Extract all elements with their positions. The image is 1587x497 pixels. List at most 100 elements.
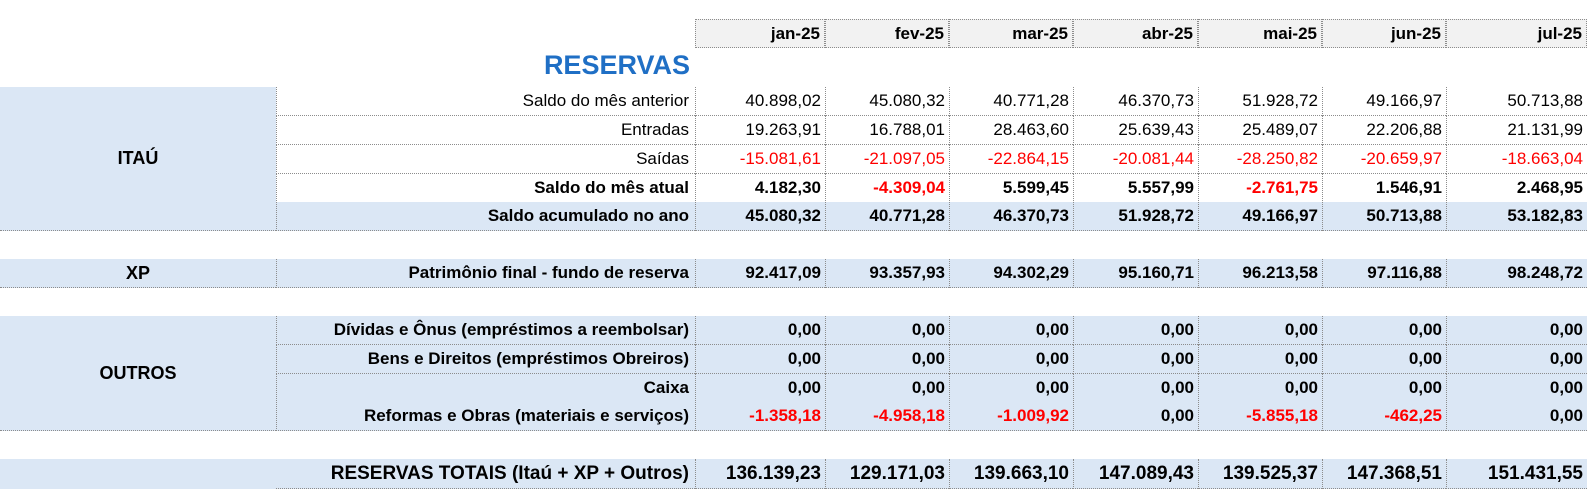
value-cell[interactable]: -21.097,05: [825, 145, 949, 174]
row-label[interactable]: Dívidas e Ônus (empréstimos a reembolsar…: [276, 316, 695, 345]
value-cell[interactable]: 1.546,91: [1322, 174, 1446, 203]
value-cell[interactable]: 92.417,09: [695, 259, 825, 288]
value-cell[interactable]: -4.309,04: [825, 174, 949, 203]
page-title: RESERVAS: [543, 50, 690, 80]
total-label[interactable]: RESERVAS TOTAIS (Itaú + XP + Outros): [276, 459, 695, 489]
row-label[interactable]: Saldo do mês atual: [276, 174, 695, 203]
value-cell[interactable]: 16.788,01: [825, 116, 949, 145]
value-cell[interactable]: 25.489,07: [1198, 116, 1322, 145]
value-cell[interactable]: -4.958,18: [825, 402, 949, 431]
value-cell[interactable]: -2.761,75: [1198, 174, 1322, 203]
row-label[interactable]: Saldo do mês anterior: [276, 87, 695, 116]
value-cell[interactable]: 19.263,91: [695, 116, 825, 145]
month-header[interactable]: jul-25: [1446, 19, 1587, 48]
group-label-outros: OUTROS: [0, 316, 276, 431]
value-cell[interactable]: -20.659,97: [1322, 145, 1446, 174]
row-label[interactable]: Caixa: [276, 374, 695, 403]
value-cell[interactable]: 22.206,88: [1322, 116, 1446, 145]
row-label[interactable]: Reformas e Obras (materiais e serviços): [276, 402, 695, 431]
value-cell[interactable]: 0,00: [695, 345, 825, 374]
value-cell[interactable]: 0,00: [1446, 374, 1587, 403]
total-value-cell[interactable]: 147.089,43: [1073, 459, 1198, 489]
value-cell[interactable]: -18.663,04: [1446, 145, 1587, 174]
value-cell[interactable]: 0,00: [1322, 345, 1446, 374]
value-cell[interactable]: 98.248,72: [1446, 259, 1587, 288]
total-value-cell[interactable]: 139.663,10: [949, 459, 1073, 489]
value-cell[interactable]: -462,25: [1322, 402, 1446, 431]
value-cell[interactable]: 0,00: [825, 316, 949, 345]
value-cell[interactable]: 94.302,29: [949, 259, 1073, 288]
value-cell[interactable]: 25.639,43: [1073, 116, 1198, 145]
value-cell[interactable]: -22.864,15: [949, 145, 1073, 174]
month-header[interactable]: abr-25: [1073, 19, 1198, 48]
value-cell[interactable]: -28.250,82: [1198, 145, 1322, 174]
total-value-cell[interactable]: 151.431,55: [1446, 459, 1587, 489]
value-cell[interactable]: 0,00: [1446, 316, 1587, 345]
month-header[interactable]: jan-25: [695, 19, 825, 48]
value-cell[interactable]: 0,00: [1073, 374, 1198, 403]
row-label[interactable]: Patrimônio final - fundo de reserva: [276, 259, 695, 288]
month-header[interactable]: fev-25: [825, 19, 949, 48]
total-value-cell[interactable]: 147.368,51: [1322, 459, 1446, 489]
value-cell[interactable]: 49.166,97: [1198, 202, 1322, 231]
group-label-itau: ITAÚ: [0, 87, 276, 231]
value-cell[interactable]: 0,00: [695, 374, 825, 403]
value-cell[interactable]: 53.182,83: [1446, 202, 1587, 231]
value-cell[interactable]: 21.131,99: [1446, 116, 1587, 145]
value-cell[interactable]: -1.358,18: [695, 402, 825, 431]
value-cell[interactable]: 40.771,28: [825, 202, 949, 231]
row-label[interactable]: Saídas: [276, 145, 695, 174]
value-cell[interactable]: 50.713,88: [1322, 202, 1446, 231]
value-cell[interactable]: 0,00: [1073, 402, 1198, 431]
value-cell[interactable]: 45.080,32: [825, 87, 949, 116]
value-cell[interactable]: 0,00: [825, 374, 949, 403]
total-value-cell[interactable]: 139.525,37: [1198, 459, 1322, 489]
value-cell[interactable]: 5.599,45: [949, 174, 1073, 203]
value-cell[interactable]: 93.357,93: [825, 259, 949, 288]
month-header[interactable]: jun-25: [1322, 19, 1446, 48]
total-value-cell[interactable]: 136.139,23: [695, 459, 825, 489]
value-cell[interactable]: 0,00: [1446, 345, 1587, 374]
value-cell[interactable]: -1.009,92: [949, 402, 1073, 431]
value-cell[interactable]: 0,00: [949, 374, 1073, 403]
value-cell[interactable]: 0,00: [1073, 316, 1198, 345]
row-label[interactable]: Entradas: [276, 116, 695, 145]
value-cell[interactable]: 0,00: [1198, 316, 1322, 345]
total-value-cell[interactable]: 129.171,03: [825, 459, 949, 489]
value-cell[interactable]: -15.081,61: [695, 145, 825, 174]
value-cell[interactable]: 45.080,32: [695, 202, 825, 231]
value-cell[interactable]: 0,00: [1322, 316, 1446, 345]
value-cell[interactable]: 51.928,72: [1198, 87, 1322, 116]
value-cell[interactable]: 0,00: [1198, 345, 1322, 374]
value-cell[interactable]: 97.116,88: [1322, 259, 1446, 288]
value-cell[interactable]: 51.928,72: [1073, 202, 1198, 231]
value-cell[interactable]: 0,00: [1322, 374, 1446, 403]
value-cell[interactable]: 40.898,02: [695, 87, 825, 116]
value-cell[interactable]: 0,00: [949, 345, 1073, 374]
value-cell[interactable]: 28.463,60: [949, 116, 1073, 145]
value-cell[interactable]: 0,00: [825, 345, 949, 374]
month-header[interactable]: mai-25: [1198, 19, 1322, 48]
group-label-xp: XP: [0, 259, 276, 288]
value-cell[interactable]: 46.370,73: [1073, 87, 1198, 116]
value-cell[interactable]: 0,00: [1446, 402, 1587, 431]
value-cell[interactable]: 96.213,58: [1198, 259, 1322, 288]
value-cell[interactable]: 0,00: [949, 316, 1073, 345]
value-cell[interactable]: 40.771,28: [949, 87, 1073, 116]
value-cell[interactable]: -20.081,44: [1073, 145, 1198, 174]
value-cell[interactable]: 2.468,95: [1446, 174, 1587, 203]
value-cell[interactable]: 0,00: [1073, 345, 1198, 374]
month-header[interactable]: mar-25: [949, 19, 1073, 48]
value-cell[interactable]: -5.855,18: [1198, 402, 1322, 431]
value-cell[interactable]: 50.713,88: [1446, 87, 1587, 116]
value-cell[interactable]: 0,00: [695, 316, 825, 345]
value-cell[interactable]: 46.370,73: [949, 202, 1073, 231]
value-cell[interactable]: 5.557,99: [1073, 174, 1198, 203]
value-cell[interactable]: 49.166,97: [1322, 87, 1446, 116]
row-label[interactable]: Saldo acumulado no ano: [276, 202, 695, 231]
row-label[interactable]: Bens e Direitos (empréstimos Obreiros): [276, 345, 695, 374]
value-cell[interactable]: 95.160,71: [1073, 259, 1198, 288]
value-cell[interactable]: 0,00: [1198, 374, 1322, 403]
value-cell[interactable]: 4.182,30: [695, 174, 825, 203]
